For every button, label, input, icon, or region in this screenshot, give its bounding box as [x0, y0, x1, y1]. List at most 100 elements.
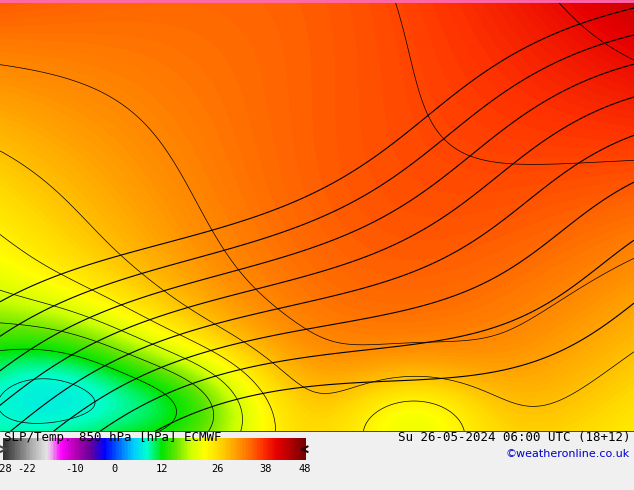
- Bar: [104, 439, 106, 460]
- Bar: [177, 439, 179, 460]
- Bar: [32, 439, 34, 460]
- Bar: [113, 439, 115, 460]
- Bar: [288, 439, 290, 460]
- Bar: [248, 439, 250, 460]
- Bar: [242, 439, 243, 460]
- Bar: [234, 439, 236, 460]
- Bar: [293, 439, 295, 460]
- Bar: [150, 439, 152, 460]
- Bar: [275, 439, 277, 460]
- Bar: [59, 439, 61, 460]
- Bar: [84, 439, 87, 460]
- Bar: [301, 439, 302, 460]
- Bar: [35, 439, 37, 460]
- Bar: [130, 439, 132, 460]
- Bar: [197, 439, 198, 460]
- Bar: [302, 439, 304, 460]
- Bar: [41, 439, 42, 460]
- Bar: [154, 439, 156, 460]
- Bar: [162, 439, 164, 460]
- Bar: [77, 439, 79, 460]
- Bar: [199, 439, 202, 460]
- Bar: [195, 439, 197, 460]
- Bar: [280, 439, 281, 460]
- Bar: [94, 439, 96, 460]
- Bar: [252, 439, 254, 460]
- Bar: [67, 439, 68, 460]
- Bar: [245, 439, 247, 460]
- Bar: [292, 439, 294, 460]
- Bar: [122, 439, 124, 460]
- Bar: [39, 439, 41, 460]
- Bar: [190, 439, 192, 460]
- Text: Su 26-05-2024 06:00 UTC (18+12): Su 26-05-2024 06:00 UTC (18+12): [398, 431, 630, 444]
- Bar: [189, 439, 191, 460]
- Bar: [178, 439, 180, 460]
- Bar: [297, 439, 299, 460]
- Bar: [100, 439, 101, 460]
- Bar: [57, 439, 60, 460]
- Bar: [223, 439, 226, 460]
- Bar: [86, 439, 88, 460]
- Bar: [89, 439, 91, 460]
- Bar: [79, 439, 81, 460]
- Bar: [202, 439, 204, 460]
- Bar: [48, 439, 50, 460]
- Bar: [213, 439, 215, 460]
- Bar: [20, 439, 22, 460]
- Text: 12: 12: [156, 464, 168, 474]
- Bar: [209, 439, 210, 460]
- Bar: [217, 439, 219, 460]
- Bar: [225, 439, 227, 460]
- Bar: [198, 439, 200, 460]
- Bar: [112, 439, 113, 460]
- Bar: [272, 439, 274, 460]
- Bar: [278, 439, 280, 460]
- Bar: [270, 439, 272, 460]
- Bar: [231, 439, 233, 460]
- Bar: [172, 439, 174, 460]
- Bar: [191, 439, 194, 460]
- Bar: [273, 439, 275, 460]
- Bar: [30, 439, 32, 460]
- Bar: [71, 439, 73, 460]
- Bar: [116, 439, 119, 460]
- Bar: [133, 439, 135, 460]
- Bar: [285, 439, 287, 460]
- Bar: [68, 439, 70, 460]
- Bar: [216, 439, 218, 460]
- Bar: [158, 439, 160, 460]
- Bar: [186, 439, 188, 460]
- Bar: [131, 439, 133, 460]
- Text: 0: 0: [111, 464, 117, 474]
- Bar: [204, 439, 206, 460]
- Bar: [23, 439, 25, 460]
- Text: 48: 48: [299, 464, 311, 474]
- Bar: [15, 439, 17, 460]
- Text: ©weatheronline.co.uk: ©weatheronline.co.uk: [506, 449, 630, 459]
- Bar: [47, 439, 49, 460]
- Bar: [127, 439, 129, 460]
- Bar: [33, 439, 36, 460]
- Bar: [38, 439, 40, 460]
- Bar: [258, 439, 260, 460]
- Bar: [240, 439, 242, 460]
- Bar: [184, 439, 186, 460]
- Bar: [281, 439, 283, 460]
- Bar: [257, 439, 259, 460]
- Text: SLP/Temp. 850 hPa [hPa] ECMWF: SLP/Temp. 850 hPa [hPa] ECMWF: [4, 431, 221, 444]
- Bar: [228, 439, 230, 460]
- Bar: [304, 439, 306, 460]
- Bar: [92, 439, 94, 460]
- Bar: [262, 439, 265, 460]
- Bar: [142, 439, 144, 460]
- Bar: [4, 439, 6, 460]
- Bar: [9, 439, 11, 460]
- Bar: [110, 439, 112, 460]
- Bar: [51, 439, 53, 460]
- Bar: [250, 439, 253, 460]
- Bar: [207, 439, 209, 460]
- Bar: [294, 439, 297, 460]
- Bar: [201, 439, 203, 460]
- Bar: [42, 439, 44, 460]
